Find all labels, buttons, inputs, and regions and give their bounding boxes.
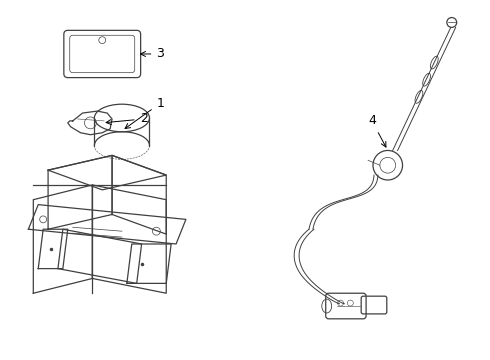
Text: 2: 2 — [106, 112, 147, 125]
Text: 4: 4 — [368, 114, 386, 147]
Text: 3: 3 — [141, 48, 164, 60]
Text: 1: 1 — [125, 97, 164, 129]
